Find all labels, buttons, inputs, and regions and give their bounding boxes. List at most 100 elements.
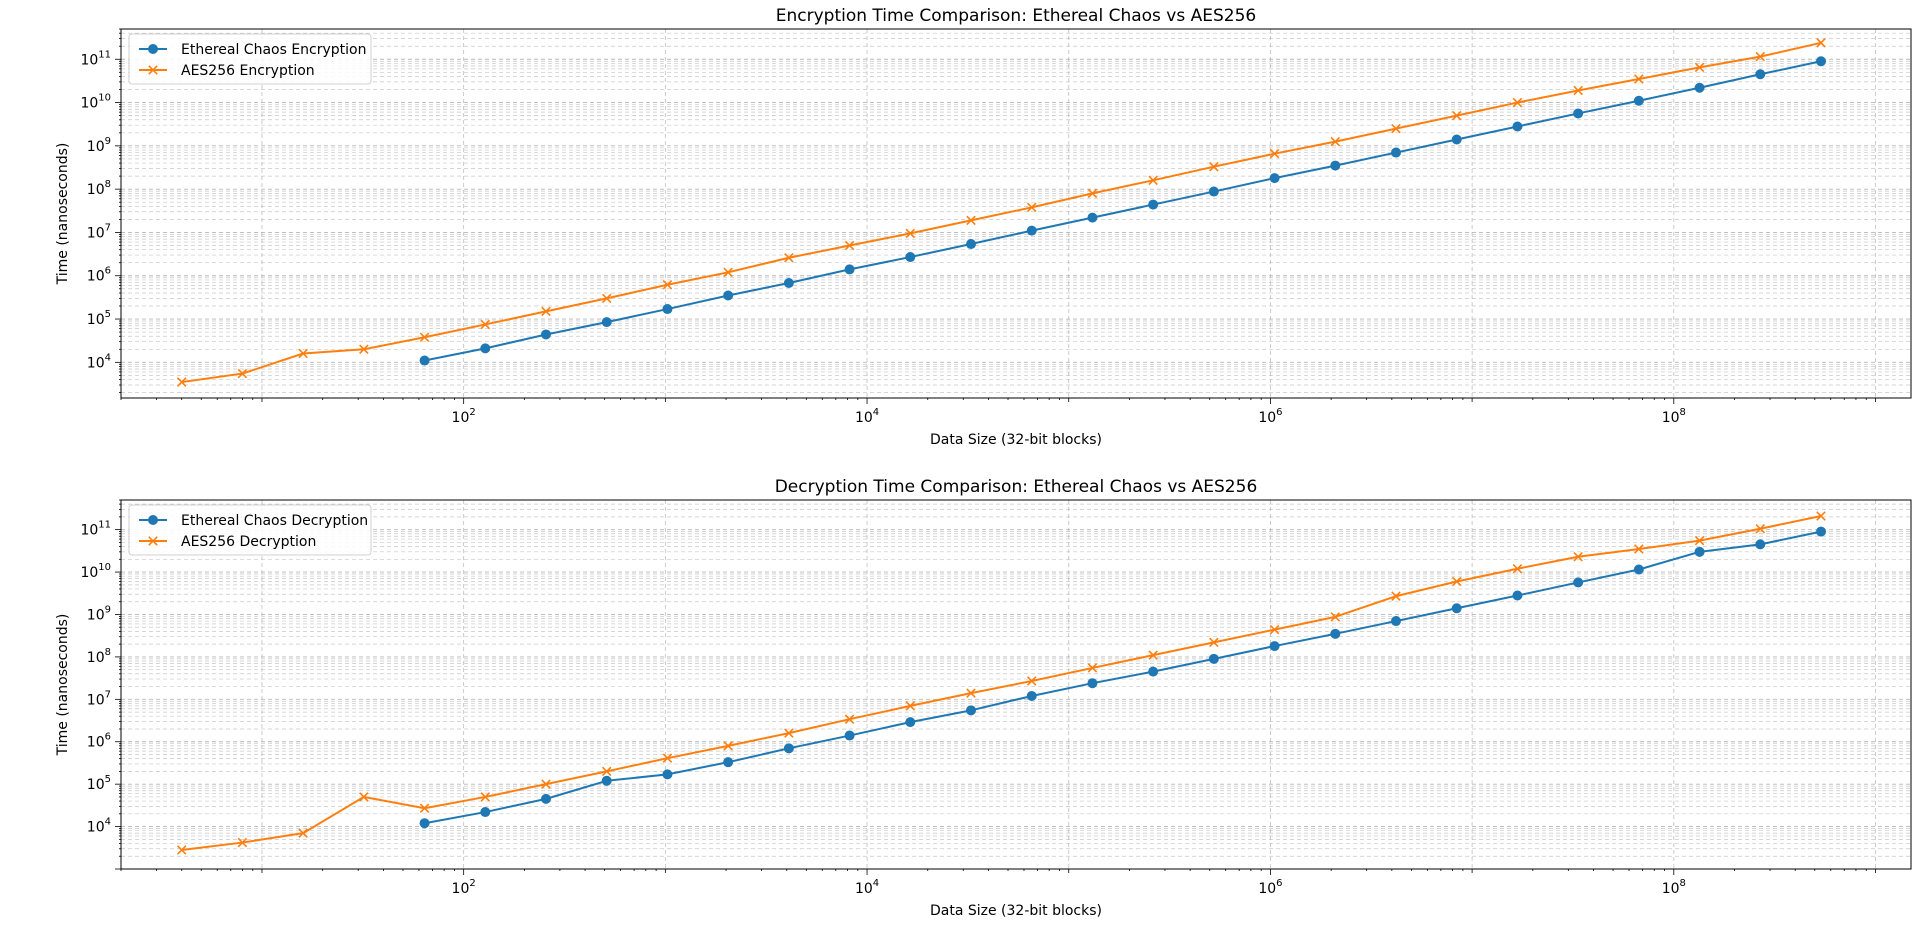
legend-box [128,33,372,85]
data-point [419,818,430,829]
data-point [1148,199,1159,210]
tick-base: 10 [87,820,105,836]
data-point [1330,628,1341,639]
data-point [844,240,855,251]
legend: Ethereal Chaos Encryption AES256 Encrypt… [128,33,372,85]
x-tick-label: 106 [1258,407,1282,426]
data-point [541,329,552,340]
tick-base: 10 [80,565,98,581]
tick-base: 10 [80,52,98,68]
legend-marker [148,44,158,54]
tick-base: 10 [87,225,105,241]
tick-base: 10 [87,777,105,793]
data-point [784,728,794,738]
data-point [1451,603,1462,614]
tick-base: 10 [87,650,105,666]
data-point [966,215,976,226]
data-point [1391,591,1401,601]
data-point [1634,544,1644,554]
data-point [541,793,552,804]
x-tick-label: 104 [855,407,879,426]
tick-exponent: 6 [1276,878,1282,889]
data-point [662,753,673,763]
data-point [1694,546,1705,557]
data-point [237,837,248,848]
data-point [1451,110,1462,121]
tick-base: 10 [80,523,98,539]
data-point [966,239,977,250]
data-point [905,252,916,263]
data-point [1451,134,1462,145]
data-point [601,775,612,786]
y-tick-label: 1010 [80,93,111,112]
y-tick-label: 108 [87,647,111,666]
data-point [1269,624,1280,635]
tick-exponent: 9 [105,136,111,147]
tick-exponent: 4 [873,878,879,889]
data-point [480,343,491,354]
tick-exponent: 5 [105,774,111,785]
data-point [601,317,612,328]
data-point [1391,123,1401,134]
legend-marker [148,515,158,525]
data-point [905,228,916,239]
encryption-chart: Encryption Time Comparison: Ethereal Cha… [55,6,1912,448]
legend-entry-ethereal: Ethereal Chaos Decryption [139,513,368,529]
tick-base: 10 [87,692,105,708]
data-point [1391,147,1402,158]
data-point [298,348,308,359]
tick-exponent: 7 [105,689,111,700]
decryption-chart: Decryption Time Comparison: Ethereal Cha… [55,477,1912,919]
data-point [601,766,612,777]
data-point [1512,97,1523,108]
tick-base: 10 [855,881,873,897]
series-line [181,515,1822,852]
data-point [1755,51,1766,62]
data-point [662,279,673,290]
data-point [1148,666,1159,677]
data-point [1026,690,1037,701]
data-point [419,332,430,342]
plot-frame [120,499,1912,870]
legend: Ethereal Chaos Decryption AES256 Decrypt… [128,504,372,556]
tick-base: 10 [1662,410,1680,426]
data-point [662,304,673,315]
tick-exponent: 7 [105,222,111,233]
tick-exponent: 4 [873,407,879,418]
chart-title: Encryption Time Comparison: Ethereal Cha… [776,6,1257,26]
y-axis-label: Time (nanoseconds) [55,614,71,757]
tick-exponent: 2 [469,878,475,889]
data-point [1269,148,1280,159]
tick-exponent: 9 [105,604,111,615]
y-tick-label: 109 [87,604,111,623]
y-axis-label: Time (nanoseconds) [55,143,71,286]
data-point [1816,526,1827,537]
data-point [1633,564,1644,575]
data-point [541,779,551,789]
y-tick-label: 105 [87,774,111,793]
legend-entry-aes256: AES256 Encryption [139,63,315,79]
data-point [1512,590,1523,601]
tick-base: 10 [87,312,105,328]
x-tick-label: 106 [1258,878,1282,897]
tick-exponent: 8 [105,647,111,658]
y-tick-label: 108 [87,179,111,198]
data-point [1573,551,1583,562]
tick-exponent: 6 [1276,407,1282,418]
series-layer [176,511,1827,855]
data-point [176,377,187,387]
series-ethereal-chaos [419,56,1827,366]
data-point [359,344,369,355]
legend-box [128,504,372,556]
data-point [541,306,551,317]
data-point [1087,212,1098,223]
x-axis-label: Data Size (32-bit blocks) [930,903,1102,919]
tick-exponent: 2 [469,407,475,418]
data-point [1026,676,1037,686]
data-point [1573,108,1584,119]
data-point [419,803,430,814]
data-point [723,741,733,751]
data-point [844,264,855,275]
